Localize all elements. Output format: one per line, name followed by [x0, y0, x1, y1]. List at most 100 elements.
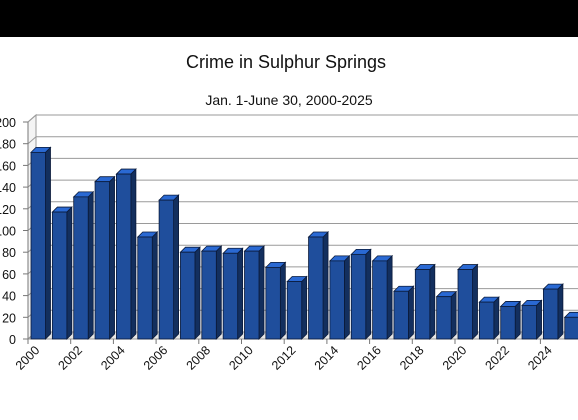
- bar-side: [514, 300, 521, 340]
- bar-2006: [158, 194, 180, 340]
- bar-front: [265, 266, 281, 340]
- bars: [30, 146, 578, 340]
- x-tick-label: 2004: [98, 343, 128, 373]
- bar-front: [329, 260, 345, 340]
- chart-title: Crime in Sulphur Springs: [186, 52, 386, 72]
- x-tick-label: 2000: [13, 343, 43, 373]
- x-tick-label: 2010: [226, 343, 256, 373]
- bar-side: [45, 146, 51, 340]
- bar-side: [258, 245, 265, 340]
- bar-front: [478, 301, 495, 340]
- bar-side: [322, 231, 329, 340]
- bar-front: [201, 250, 217, 340]
- bar-chart: Crime in Sulphur Springs Jan. 1-June 30,…: [0, 52, 578, 373]
- x-tick-label: 2020: [440, 343, 470, 373]
- chart-subtitle: Jan. 1-June 30, 2000-2025: [205, 92, 373, 108]
- bar-2020: [457, 263, 479, 340]
- bar-side: [408, 285, 414, 340]
- bar-2023: [521, 299, 543, 340]
- bar-2012: [286, 275, 308, 340]
- bar-front: [393, 290, 409, 340]
- chart-panel: Crime in Sulphur Springs Jan. 1-June 30,…: [0, 37, 578, 420]
- bar-2018: [414, 263, 436, 340]
- y-tick-label: 40: [2, 290, 16, 304]
- y-axis-ticks: 0 20 40 60 80 100 120 140 160 180 200: [0, 116, 16, 347]
- bar-2022: [499, 300, 522, 340]
- bar-side: [215, 245, 222, 340]
- bar-side: [173, 194, 180, 340]
- bar-front: [543, 288, 559, 340]
- bar-front: [73, 196, 89, 340]
- x-tick-label: 2014: [312, 343, 342, 373]
- bar-front: [521, 304, 537, 340]
- bar-2010: [243, 245, 265, 340]
- bar-front: [350, 253, 367, 340]
- x-tick-label: 2002: [56, 343, 86, 373]
- x-tick-label: 2012: [269, 343, 299, 373]
- bar-side: [87, 190, 94, 340]
- y-tick-label: 60: [2, 268, 16, 282]
- y-tick-label: 180: [0, 138, 16, 152]
- bar-front: [222, 252, 239, 340]
- bar-2017: [392, 285, 415, 340]
- bar-2014: [328, 254, 351, 340]
- x-tick-label: 2008: [184, 343, 214, 373]
- bar-side: [301, 275, 308, 340]
- bar-side: [472, 263, 478, 340]
- bar-side: [365, 248, 372, 340]
- bar-2008: [200, 245, 223, 340]
- bar-front: [116, 173, 132, 340]
- bar-side: [557, 283, 564, 340]
- bar-2002: [72, 190, 95, 340]
- bar-side: [493, 296, 500, 340]
- y-tick-label: 20: [2, 311, 16, 325]
- bar-front: [158, 199, 175, 340]
- bar-front: [30, 151, 46, 340]
- bar-top: [563, 311, 578, 318]
- bar-side: [536, 299, 542, 340]
- bar-side: [343, 254, 350, 340]
- bar-side: [237, 247, 244, 340]
- bar-2021: [478, 296, 500, 340]
- bar-front: [436, 296, 452, 340]
- bar-side: [429, 263, 436, 340]
- y-tick-label: 80: [2, 246, 16, 260]
- bar-side: [279, 261, 286, 340]
- bar-2015: [350, 248, 372, 340]
- bar-front: [500, 306, 516, 340]
- bar-2003: [94, 175, 116, 340]
- bar-front: [308, 236, 324, 340]
- bar-2005: [136, 231, 159, 340]
- y-tick-label: 160: [0, 159, 16, 173]
- bar-front: [94, 181, 110, 340]
- bar-front: [414, 269, 431, 340]
- bar-side: [130, 168, 137, 340]
- x-tick-label: 2024: [525, 343, 555, 373]
- bar-side: [450, 290, 457, 340]
- bar-front: [51, 211, 68, 340]
- bar-front: [564, 316, 578, 340]
- bar-side: [109, 175, 115, 340]
- y-tick-label: 100: [0, 225, 16, 239]
- bar-2011: [264, 261, 287, 340]
- bar-front: [372, 260, 388, 340]
- bar-front: [180, 251, 196, 340]
- bar-side: [386, 254, 393, 340]
- bar-side: [66, 206, 73, 340]
- x-tick-label: 2022: [483, 343, 513, 373]
- bar-side: [194, 246, 201, 340]
- gridline-depth: [27, 136, 37, 145]
- bar-side: [151, 231, 158, 340]
- bar-2025: [563, 311, 578, 340]
- bar-2019: [435, 290, 458, 340]
- bar-front: [457, 269, 473, 340]
- bar-2004: [115, 168, 137, 340]
- bar-front: [244, 250, 260, 340]
- x-tick-label: 2006: [141, 343, 171, 373]
- y-tick-label: 0: [9, 333, 16, 347]
- bar-front: [137, 236, 153, 340]
- y-tick-label: 200: [0, 116, 16, 130]
- bar-2013: [307, 231, 330, 340]
- y-tick-label: 140: [0, 181, 16, 195]
- bar-2016: [371, 254, 394, 340]
